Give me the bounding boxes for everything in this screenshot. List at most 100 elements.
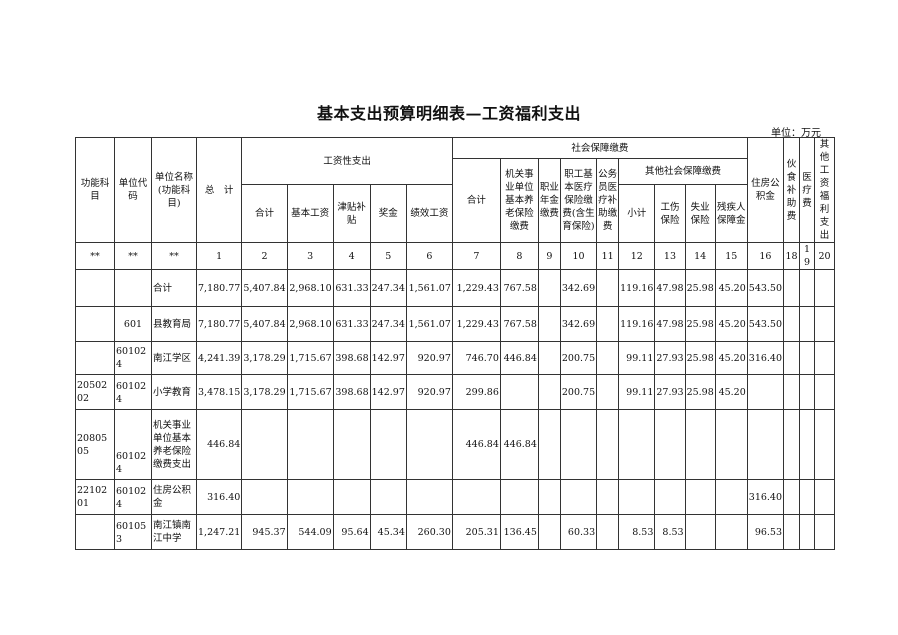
index-cell: 20 — [814, 242, 836, 270]
index-cell: 4 — [332, 242, 371, 270]
amount-cell: 45.20 — [714, 306, 748, 342]
amount-cell — [537, 374, 561, 410]
amount-cell: 446.84 — [499, 341, 539, 375]
index-cell: 1 — [195, 242, 243, 270]
amount-cell — [537, 479, 561, 515]
amount-cell: 25.98 — [684, 306, 716, 342]
amount-cell — [783, 269, 801, 307]
amount-cell — [596, 514, 620, 550]
header-total: 总 计 — [195, 137, 243, 243]
amount-cell — [799, 306, 816, 342]
amount-cell — [369, 479, 407, 515]
index-cell: 10 — [559, 242, 598, 270]
amount-cell — [783, 514, 801, 550]
amount-cell — [596, 306, 620, 342]
amount-cell — [286, 409, 334, 480]
amount-cell: 45.20 — [714, 374, 748, 410]
amount-cell — [714, 409, 748, 480]
amount-cell: 342.69 — [559, 269, 598, 307]
amount-cell: 316.40 — [195, 479, 243, 515]
index-cell: 5 — [369, 242, 407, 270]
amount-cell — [814, 479, 836, 515]
amount-cell — [799, 374, 816, 410]
amount-cell: 260.30 — [405, 514, 453, 550]
amount-cell: 3,178.29 — [241, 341, 288, 375]
amount-cell — [814, 514, 836, 550]
amount-cell — [714, 514, 748, 550]
amount-cell: 247.34 — [369, 306, 407, 342]
func-code-cell: 2050202 — [75, 374, 115, 410]
index-cell: 3 — [286, 242, 334, 270]
header-basic-wage: 基本工资 — [286, 184, 334, 243]
amount-cell: 99.11 — [618, 341, 656, 375]
amount-cell — [537, 306, 561, 342]
amount-cell — [499, 374, 539, 410]
header-other-subtotal: 小计 — [618, 184, 656, 243]
index-row-group: ** ** ** 1 2 3 4 5 6 7 8 9 10 11 12 13 14 15 16 18 19 20 — [75, 242, 836, 270]
amount-cell — [618, 479, 656, 515]
unit-code-cell: 601024 — [114, 409, 152, 480]
amount-cell — [499, 479, 539, 515]
amount-cell: 543.50 — [746, 269, 785, 307]
index-cell: ** — [75, 242, 115, 270]
header-wage-group: 工资性支出 — [241, 137, 453, 185]
index-cell: 6 — [405, 242, 453, 270]
amount-cell: 47.98 — [654, 269, 686, 307]
amount-cell — [618, 409, 656, 480]
header-medical: 医疗费 — [799, 137, 816, 243]
amount-cell — [814, 269, 836, 307]
amount-cell: 1,229.43 — [451, 306, 501, 342]
amount-cell: 920.97 — [405, 374, 453, 410]
amount-cell: 200.75 — [559, 374, 598, 410]
amount-cell: 5,407.84 — [241, 269, 288, 307]
amount-cell — [596, 479, 620, 515]
amount-cell: 25.98 — [684, 374, 716, 410]
amount-cell: 142.97 — [369, 341, 407, 375]
index-cell: 19 — [799, 242, 816, 270]
amount-cell — [537, 341, 561, 375]
amount-cell: 4,241.39 — [195, 341, 243, 375]
amount-cell — [783, 341, 801, 375]
amount-cell: 45.20 — [714, 341, 748, 375]
amount-cell — [596, 409, 620, 480]
amount-cell: 45.20 — [714, 269, 748, 307]
unit-name-cell: 小学教育 — [151, 374, 197, 410]
amount-cell: 5,407.84 — [241, 306, 288, 342]
unit-code-cell: 601024 — [114, 374, 152, 410]
header-civil-servant-medical: 公务员医疗补助缴费 — [596, 158, 620, 243]
func-code-cell — [75, 514, 115, 550]
amount-cell — [746, 374, 785, 410]
amount-cell — [746, 409, 785, 480]
index-cell: 12 — [618, 242, 656, 270]
header-social-total: 合计 — [451, 158, 501, 243]
amount-cell: 1,561.07 — [405, 306, 453, 342]
amount-cell: 446.84 — [195, 409, 243, 480]
amount-cell — [814, 374, 836, 410]
amount-cell: 60.33 — [559, 514, 598, 550]
amount-cell: 398.68 — [332, 374, 371, 410]
header-medical-insurance: 职工基本医疗保险缴费(含生育保险) — [559, 158, 598, 243]
header-wage-total: 合计 — [241, 184, 288, 243]
amount-cell: 247.34 — [369, 269, 407, 307]
amount-cell — [537, 514, 561, 550]
amount-cell: 96.53 — [746, 514, 785, 550]
amount-cell: 47.98 — [654, 306, 686, 342]
amount-cell: 544.09 — [286, 514, 334, 550]
index-cell: 9 — [537, 242, 561, 270]
amount-cell: 119.16 — [618, 306, 656, 342]
amount-cell: 119.16 — [618, 269, 656, 307]
amount-cell — [596, 269, 620, 307]
header-social-group: 社会保障缴费 — [451, 137, 748, 159]
amount-cell: 1,715.67 — [286, 341, 334, 375]
amount-cell — [684, 409, 716, 480]
header-meal: 伙食补助费 — [783, 137, 801, 243]
amount-cell: 316.40 — [746, 479, 785, 515]
amount-cell: 2,968.10 — [286, 306, 334, 342]
unit-name-cell: 住房公积金 — [151, 479, 197, 515]
amount-cell: 342.69 — [559, 306, 598, 342]
amount-cell — [332, 479, 371, 515]
index-row: ** ** ** 1 2 3 4 5 6 7 8 9 10 11 12 13 14 15 16 18 19 20 — [75, 242, 836, 270]
amount-cell — [537, 269, 561, 307]
amount-cell: 1,247.21 — [195, 514, 243, 550]
func-code-cell — [75, 306, 115, 342]
